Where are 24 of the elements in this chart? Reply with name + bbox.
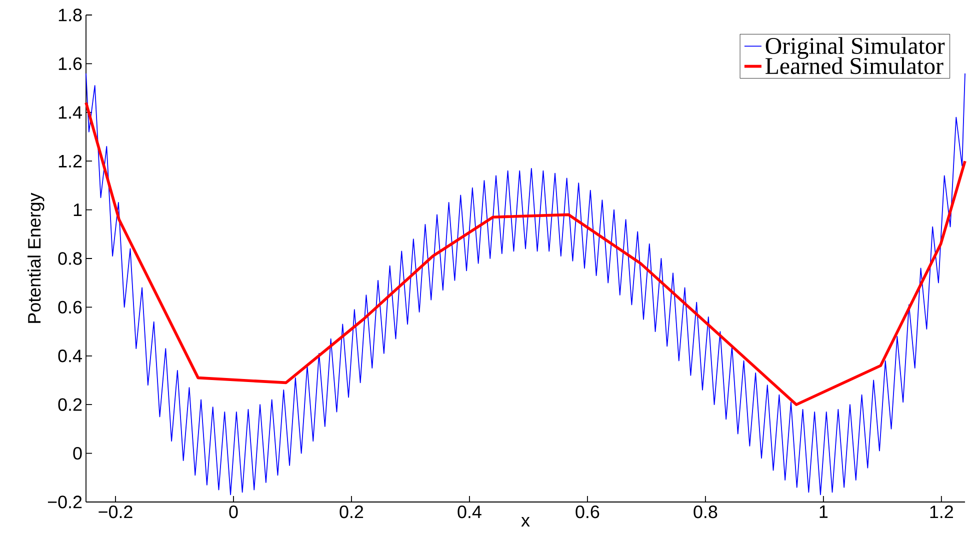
y-tick-label: 0.6 xyxy=(58,300,82,314)
x-tick-label: 0.6 xyxy=(576,506,600,518)
y-tick-label: 1 xyxy=(74,204,82,216)
y-tick-label: 1.8 xyxy=(58,8,82,22)
y-axis-title: Potential Energy xyxy=(28,192,44,323)
x-tick-label: 0.4 xyxy=(458,506,482,518)
y-tick-label: 0.8 xyxy=(58,252,82,265)
legend-label: Learned Simulator xyxy=(766,57,944,74)
x-tick-label: 1 xyxy=(820,506,828,518)
y-tick-label: 1.4 xyxy=(58,106,82,119)
line-series xyxy=(84,101,966,406)
y-tick-label: −0.2 xyxy=(48,496,82,508)
y-tick-label: 1.6 xyxy=(58,57,82,70)
x-tick-label: 0.2 xyxy=(340,506,364,518)
y-tick-label: 1.2 xyxy=(58,154,82,168)
x-axis-title: x xyxy=(521,517,530,527)
y-tick-label: 0.4 xyxy=(58,350,82,362)
x-tick-label: 1.2 xyxy=(930,506,953,518)
y-tick-label: 0 xyxy=(73,446,82,460)
x-tick-label: 0 xyxy=(229,506,238,518)
x-tick-label: 0.8 xyxy=(694,506,718,518)
x-tick-label: −0.2 xyxy=(98,506,132,518)
y-tick-label: 0.2 xyxy=(58,398,82,411)
line-series xyxy=(86,72,966,496)
